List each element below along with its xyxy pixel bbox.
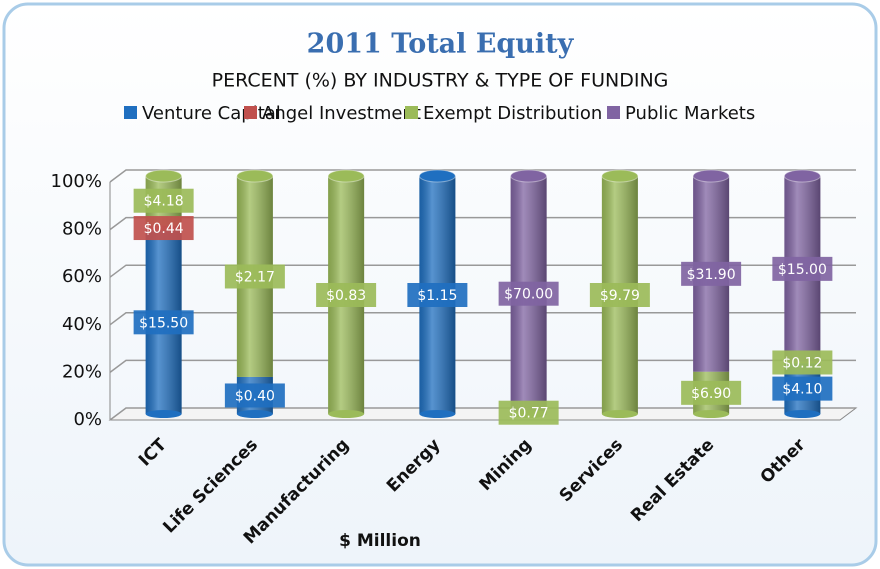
data-label: $1.15 [417, 288, 457, 304]
data-label: $4.18 [144, 194, 184, 210]
grid-line [109, 169, 856, 183]
legend-label: Public Markets [625, 103, 755, 124]
floor [108, 407, 858, 421]
data-label: $4.10 [782, 382, 822, 398]
data-label: $70.00 [504, 287, 553, 303]
data-label-box [772, 350, 833, 375]
cylinder-top [236, 169, 274, 183]
y-tick-label: 100% [51, 171, 102, 192]
cylinder-top [327, 169, 365, 183]
x-axis-label: $ Million [339, 531, 421, 551]
data-label-box [133, 188, 194, 213]
data-label-box [224, 264, 285, 289]
cylinder-base [601, 410, 638, 418]
legend-label: Angel Investment [262, 103, 421, 124]
cylinder-top [145, 169, 183, 183]
chart-subtitle: PERCENT (%) BY INDUSTRY & TYPE OF FUNDIN… [212, 70, 669, 92]
data-label-box [407, 283, 468, 307]
data-label-box [772, 376, 833, 401]
data-label-box [498, 281, 559, 306]
legend-swatch [244, 106, 257, 119]
data-label: $15.00 [778, 262, 827, 278]
y-tick-label: 60% [62, 266, 102, 287]
y-tick-label: 40% [62, 314, 102, 335]
data-label: $0.77 [509, 406, 549, 422]
cylinder-base [693, 410, 730, 418]
data-label: $0.40 [235, 388, 275, 404]
legend-swatch [124, 106, 137, 119]
chart-title: 2011 Total Equity [307, 29, 575, 60]
data-label-box [316, 283, 377, 307]
data-label: $6.90 [691, 386, 731, 402]
data-label: $0.44 [144, 221, 184, 237]
data-label: $15.50 [139, 315, 188, 331]
legend-label: Exempt Distribution [423, 103, 602, 124]
data-label-box [589, 283, 650, 307]
data-label: $0.12 [782, 355, 822, 371]
data-label: $9.79 [600, 288, 640, 304]
cylinder-base [328, 410, 365, 418]
cylinder-top [601, 169, 639, 183]
cylinder-top [418, 169, 456, 183]
y-tick-label: 80% [62, 219, 102, 240]
cylinder-base [236, 410, 273, 418]
legend-label: Venture Capital [142, 103, 281, 124]
data-label-box [224, 383, 285, 408]
data-label: $2.17 [235, 269, 275, 285]
y-tick-label: 0% [73, 409, 102, 430]
cylinder-top [510, 169, 548, 183]
cylinder-base [419, 410, 456, 418]
data-label-box [681, 261, 742, 286]
cylinder-base [784, 410, 821, 418]
cylinder-top [783, 169, 821, 183]
y-tick-label: 20% [62, 361, 102, 382]
data-label-box [772, 256, 833, 281]
data-label-box [133, 216, 194, 241]
data-label: $31.90 [687, 267, 736, 283]
data-label-box [681, 380, 742, 405]
legend-swatch [405, 106, 418, 119]
data-label-box [133, 310, 194, 335]
legend-swatch [607, 106, 620, 119]
data-label: $0.83 [326, 288, 366, 304]
data-label-box [498, 400, 559, 425]
cylinder-top [692, 169, 730, 183]
cylinder-base [145, 410, 182, 418]
